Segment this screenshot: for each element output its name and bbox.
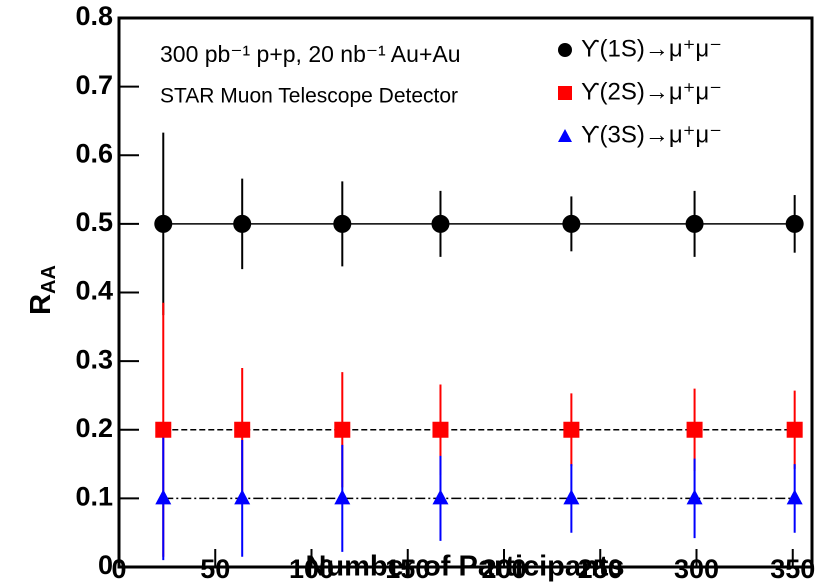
- point: [334, 489, 351, 505]
- x-tick-label: 150: [385, 554, 430, 584]
- x-tick-label: 200: [481, 554, 526, 584]
- legend-marker: [558, 86, 572, 100]
- y-tick-label: 0: [98, 550, 113, 580]
- x-tick-label: 50: [200, 554, 230, 584]
- legend-label: ϒ(1S)→μ⁺μ⁻: [581, 35, 722, 62]
- y-tick-label: 0.4: [75, 276, 113, 306]
- point: [155, 489, 172, 505]
- point: [234, 421, 251, 438]
- y-tick-label: 0.7: [75, 70, 113, 100]
- point: [432, 489, 449, 505]
- point: [155, 421, 172, 438]
- x-tick-label: 100: [289, 554, 334, 584]
- x-axis-title: Number of Participants: [305, 551, 624, 583]
- y-tick-label: 0.3: [75, 344, 113, 374]
- point: [686, 421, 703, 438]
- x-tick-label: 250: [578, 554, 623, 584]
- legend-label: ϒ(2S)→μ⁺μ⁻: [581, 78, 722, 105]
- x-tick-label: 0: [111, 554, 126, 584]
- x-tick-label: 350: [770, 554, 815, 584]
- point: [563, 421, 580, 438]
- point: [333, 214, 352, 233]
- point: [432, 421, 449, 438]
- legend-marker: [558, 129, 572, 142]
- point: [562, 214, 581, 233]
- point: [686, 489, 703, 505]
- point: [154, 214, 173, 233]
- point: [786, 489, 803, 505]
- x-tick-label: 300: [674, 554, 719, 584]
- point: [431, 214, 450, 233]
- y-tick-label: 0.1: [75, 482, 113, 512]
- point: [685, 214, 704, 233]
- y-axis-title-main: R: [25, 294, 57, 315]
- y-axis-title-sub: AA: [38, 265, 60, 294]
- annotation: STAR Muon Telescope Detector: [160, 85, 458, 108]
- point: [233, 214, 252, 233]
- y-tick-label: 0.8: [75, 1, 113, 31]
- legend-label: ϒ(3S)→μ⁺μ⁻: [581, 121, 722, 148]
- y-tick-label: 0.2: [75, 413, 113, 443]
- legend-marker: [558, 43, 572, 57]
- point: [786, 421, 803, 438]
- point: [234, 489, 251, 505]
- point: [563, 489, 580, 505]
- point: [785, 214, 804, 233]
- y-tick-label: 0.5: [75, 207, 113, 237]
- y-tick-label: 0.6: [75, 138, 113, 168]
- y-axis-title: RAA: [25, 265, 61, 315]
- point: [334, 421, 351, 438]
- annotation: 300 pb⁻¹ p+p, 20 nb⁻¹ Au+Au: [160, 41, 461, 67]
